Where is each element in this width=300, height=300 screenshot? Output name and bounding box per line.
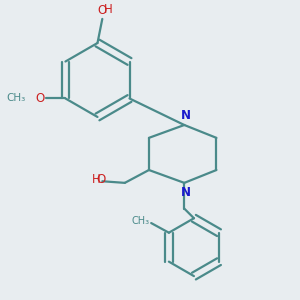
Text: O: O <box>35 92 45 105</box>
Text: O: O <box>98 4 107 17</box>
Text: CH₃: CH₃ <box>131 216 150 226</box>
Text: N: N <box>181 186 191 199</box>
Text: H: H <box>104 3 112 16</box>
Text: H: H <box>92 173 101 186</box>
Text: O: O <box>96 173 106 186</box>
Text: CH₃: CH₃ <box>6 94 25 103</box>
Text: N: N <box>181 109 191 122</box>
